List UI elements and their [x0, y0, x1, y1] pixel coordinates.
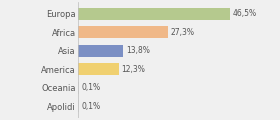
- Text: 0,1%: 0,1%: [81, 102, 101, 111]
- Bar: [78, 100, 79, 112]
- Bar: [78, 63, 119, 75]
- Text: 13,8%: 13,8%: [126, 46, 150, 55]
- Bar: [78, 8, 230, 20]
- Bar: [78, 45, 123, 57]
- Text: 0,1%: 0,1%: [81, 83, 101, 92]
- Bar: [78, 82, 79, 94]
- Text: 12,3%: 12,3%: [121, 65, 145, 74]
- Text: 27,3%: 27,3%: [170, 28, 194, 37]
- Bar: [78, 26, 167, 38]
- Text: 46,5%: 46,5%: [233, 9, 257, 18]
